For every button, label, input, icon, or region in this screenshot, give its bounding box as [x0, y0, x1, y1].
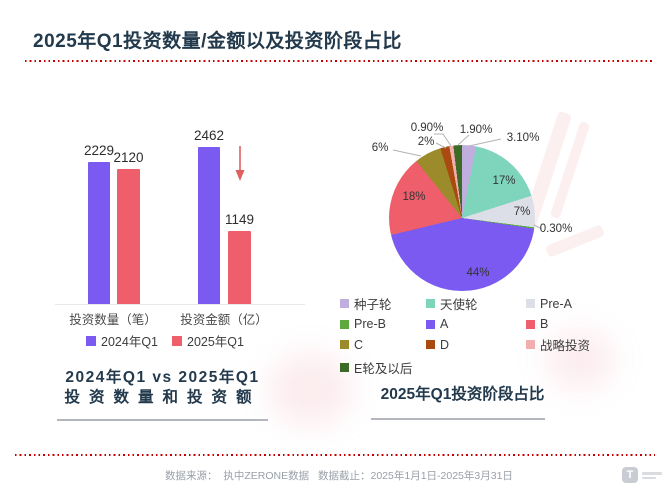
legend-swatch — [526, 340, 535, 349]
legend-item: E轮及以后 — [340, 358, 426, 377]
brand-logo-icon: T — [622, 467, 638, 483]
legend-label: D — [440, 337, 450, 352]
pie-slice-label: 18% — [402, 191, 426, 203]
legend-item: 战略投资 — [526, 335, 636, 354]
page-title: 2025年Q1投资数量/金额以及投资阶段占比 — [33, 31, 402, 52]
pie-slice-label: 3.10% — [506, 132, 540, 144]
decrease-arrow-icon — [235, 146, 245, 181]
legend-label: Pre-B — [354, 317, 386, 331]
data-range-label: 数据截止： — [318, 470, 371, 482]
legend-swatch — [526, 299, 535, 308]
legend-item: 天使轮 — [426, 294, 526, 313]
bar-chart-caption: 2024年Q1 vs 2025年Q1 投资数量和投资额 — [40, 368, 285, 408]
bar-value-label: 1149 — [224, 212, 255, 227]
bar-value-label: 2120 — [113, 150, 144, 165]
legend-label: 天使轮 — [440, 298, 478, 312]
caption-underline — [371, 418, 545, 420]
legend-item: Pre-A — [526, 294, 636, 313]
legend-swatch — [172, 335, 182, 346]
pie-slice-label: 2% — [417, 136, 435, 148]
legend-item: C — [340, 335, 426, 354]
data-source-value: 执中ZERONE数据 — [223, 470, 310, 482]
x-axis-line — [55, 304, 305, 305]
legend-label: B — [540, 317, 549, 331]
legend-item: D — [426, 335, 526, 354]
bar-2024q1-amount — [198, 147, 220, 304]
legend-swatch — [86, 335, 97, 346]
brand-logo: T — [622, 467, 662, 483]
brand-logo-text — [642, 470, 662, 481]
data-range-text: 数据截止：2025年1月1日-2025年3月31日 — [318, 468, 513, 483]
dotted-divider-top — [25, 60, 652, 62]
legend-item: A — [426, 317, 526, 331]
pie-slice-label: 0.90% — [410, 122, 444, 134]
bar-2025q1-amount — [228, 231, 251, 304]
data-source-text: 数据来源： 执中ZERONE数据 — [165, 468, 309, 483]
legend-item: Pre-B — [340, 317, 426, 331]
pie-slice-label: 6% — [371, 142, 389, 154]
data-range-value: 2025年1月1日-2025年3月31日 — [370, 470, 513, 482]
pie-slice-label: 0.30% — [539, 223, 573, 235]
bar-category-label: 投资数量（笔） — [69, 313, 157, 327]
bar-value-label: 2229 — [83, 143, 115, 158]
legend-label: A — [440, 317, 449, 331]
legend-swatch — [340, 363, 349, 372]
legend-swatch — [340, 319, 349, 329]
legend-label: 2025年Q1 — [187, 335, 244, 349]
legend-swatch — [340, 299, 349, 308]
legend-swatch — [340, 340, 349, 349]
legend-label: 战略投资 — [540, 339, 591, 353]
caption-line: 2024年Q1 vs 2025年Q1 — [65, 369, 260, 386]
legend-swatch — [426, 319, 435, 329]
legend-swatch — [526, 319, 535, 329]
pie-slice-label: 1.90% — [459, 124, 493, 136]
legend-label: 2024年Q1 — [101, 335, 158, 349]
legend-label: E轮及以后 — [354, 362, 413, 376]
legend-label: 种子轮 — [354, 298, 392, 312]
legend-item: B — [526, 317, 636, 331]
legend-label: Pre-A — [540, 296, 572, 311]
legend-swatch — [426, 299, 435, 308]
bar-chart: 2229 2120 2462 1149 — [55, 128, 305, 305]
bar-category-label: 投资金额（亿） — [180, 313, 268, 327]
pie-chart-legend: 种子轮 天使轮 Pre-A Pre-B A B C D 战略投资 E轮及以后 — [340, 294, 636, 377]
legend-swatch — [426, 340, 435, 349]
pie-chart-caption: 2025年Q1投资阶段占比 — [380, 386, 545, 403]
pie-chart — [389, 145, 535, 291]
caption-underline — [57, 419, 268, 421]
pie-slice-label: 17% — [492, 175, 516, 187]
dotted-divider-bottom — [15, 454, 655, 456]
pie-slice-label: 44% — [466, 267, 490, 279]
data-source-label: 数据来源： — [165, 470, 218, 482]
bar-2025q1-count — [117, 169, 140, 304]
caption-line: 投资数量和投资额 — [64, 389, 261, 406]
legend-item: 2024年Q1 — [86, 331, 158, 350]
legend-item: 种子轮 — [340, 294, 426, 313]
pie-leader-lines — [392, 133, 543, 230]
bar-value-label: 2462 — [193, 128, 225, 143]
legend-label: C — [354, 337, 364, 352]
bar-chart-legend: 2024年Q1 2025年Q1 — [45, 331, 285, 350]
bar-2024q1-count — [88, 162, 110, 304]
legend-item: 2025年Q1 — [172, 331, 244, 350]
pie-slice-label: 7% — [513, 206, 531, 218]
